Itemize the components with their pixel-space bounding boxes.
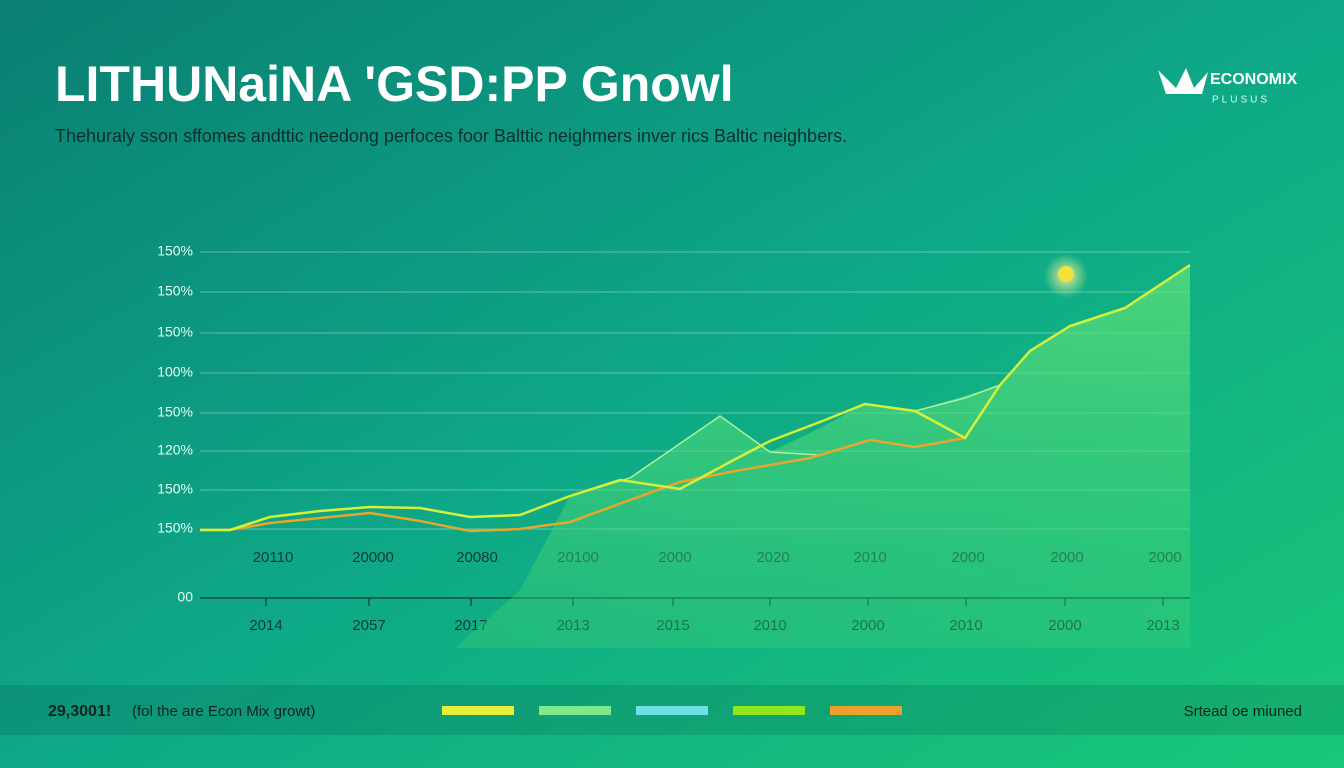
line-light	[914, 384, 1001, 412]
y-label: 150%	[157, 520, 193, 536]
legend-swatch	[442, 706, 514, 715]
footer-source: Srtead oe miuned	[1184, 703, 1302, 720]
y-label: 100%	[157, 364, 193, 380]
line-orange	[200, 436, 966, 533]
y-label: 150%	[157, 481, 193, 497]
x-label-upper: 20110	[253, 549, 294, 566]
legend-swatch	[830, 706, 902, 715]
logo-tagline: PLUSUS	[1212, 95, 1270, 106]
logo-icon	[1158, 68, 1208, 94]
y-label: 150%	[157, 324, 193, 340]
y-label: 150%	[157, 243, 193, 259]
subtitle: Thehuraly sson sffomes andttic needong p…	[55, 126, 847, 146]
legend-swatch	[733, 706, 805, 715]
footer-note: (fol the are Econ Mix growt)	[132, 703, 315, 720]
logo: ECONOMIX PLUSUS	[1158, 68, 1297, 106]
highlight-dot	[1058, 266, 1074, 282]
line-yellow	[200, 263, 1191, 532]
title: LITHUNaiNA 'GSD:PP Gnowl	[55, 56, 734, 112]
x-label-upper: 20000	[352, 549, 394, 566]
legend-swatch	[636, 706, 708, 715]
logo-name: ECONOMIX	[1210, 71, 1297, 88]
footer-figure: 29,3001!	[48, 703, 111, 720]
x-label-upper: 20080	[456, 549, 498, 566]
area-fill	[455, 265, 1190, 648]
y-label: 150%	[157, 404, 193, 420]
y-label: 150%	[157, 283, 193, 299]
x-label-lower: 2014	[249, 617, 282, 634]
legend-swatch	[539, 706, 611, 715]
y-label: 00	[177, 589, 193, 605]
x-label-lower: 2057	[352, 617, 385, 634]
y-label: 120%	[157, 442, 193, 458]
